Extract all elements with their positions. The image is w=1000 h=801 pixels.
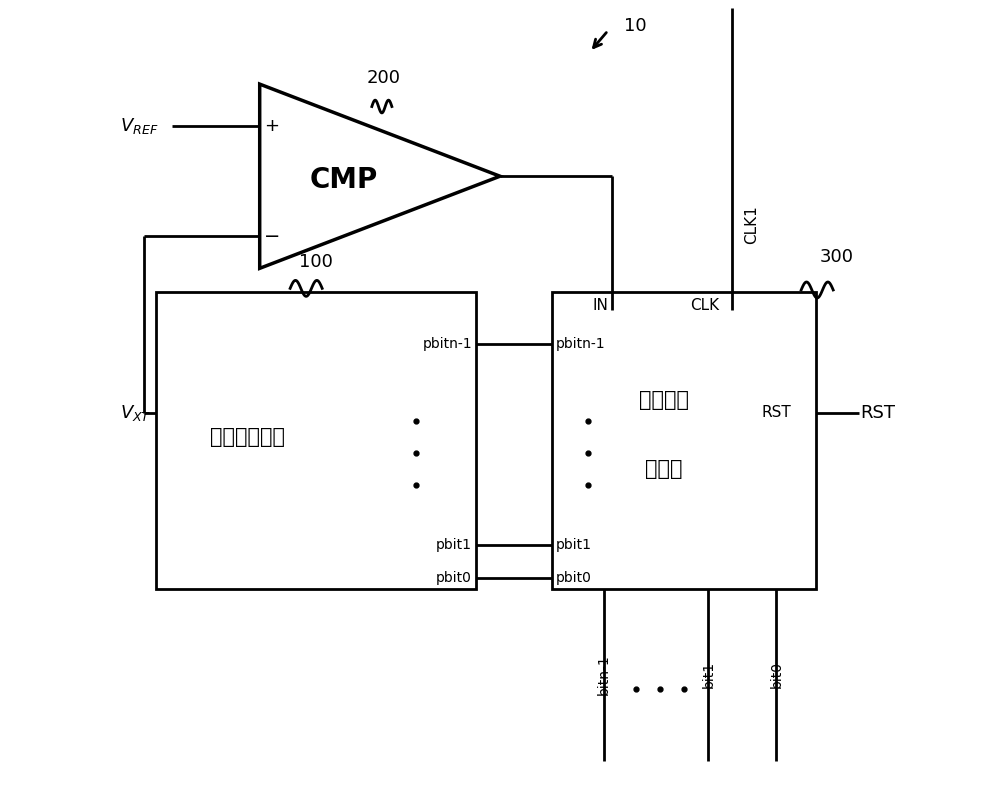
Text: bitn-1: bitn-1	[597, 654, 611, 695]
Text: bit1: bit1	[701, 662, 715, 688]
Text: 100: 100	[299, 253, 333, 271]
Text: 电压产生电路: 电压产生电路	[210, 427, 285, 446]
Text: RST: RST	[860, 404, 895, 421]
Text: CLK1: CLK1	[744, 205, 759, 244]
Text: bit0: bit0	[769, 662, 783, 688]
Bar	[156, 292, 476, 589]
Text: pbit0: pbit0	[436, 571, 472, 586]
Text: 修调码产: 修调码产	[639, 391, 689, 410]
Text: IN: IN	[592, 299, 608, 313]
Text: pbitn-1: pbitn-1	[422, 337, 472, 352]
Text: pbit1: pbit1	[556, 537, 592, 552]
Bar	[552, 292, 816, 589]
Text: −: −	[264, 227, 280, 246]
Text: RST: RST	[761, 405, 791, 420]
Text: 200: 200	[367, 69, 401, 87]
Text: +: +	[264, 117, 279, 135]
Text: pbit0: pbit0	[556, 571, 592, 586]
Text: pbit1: pbit1	[436, 537, 472, 552]
Text: $V_{XT}$: $V_{XT}$	[120, 403, 151, 422]
Text: $V_{REF}$: $V_{REF}$	[120, 116, 158, 135]
Text: CLK: CLK	[690, 299, 720, 313]
Text: pbitn-1: pbitn-1	[556, 337, 606, 352]
Text: 10: 10	[624, 17, 647, 34]
Text: CMP: CMP	[310, 167, 378, 194]
Text: 生单元: 生单元	[645, 459, 683, 478]
Text: 300: 300	[819, 248, 853, 266]
